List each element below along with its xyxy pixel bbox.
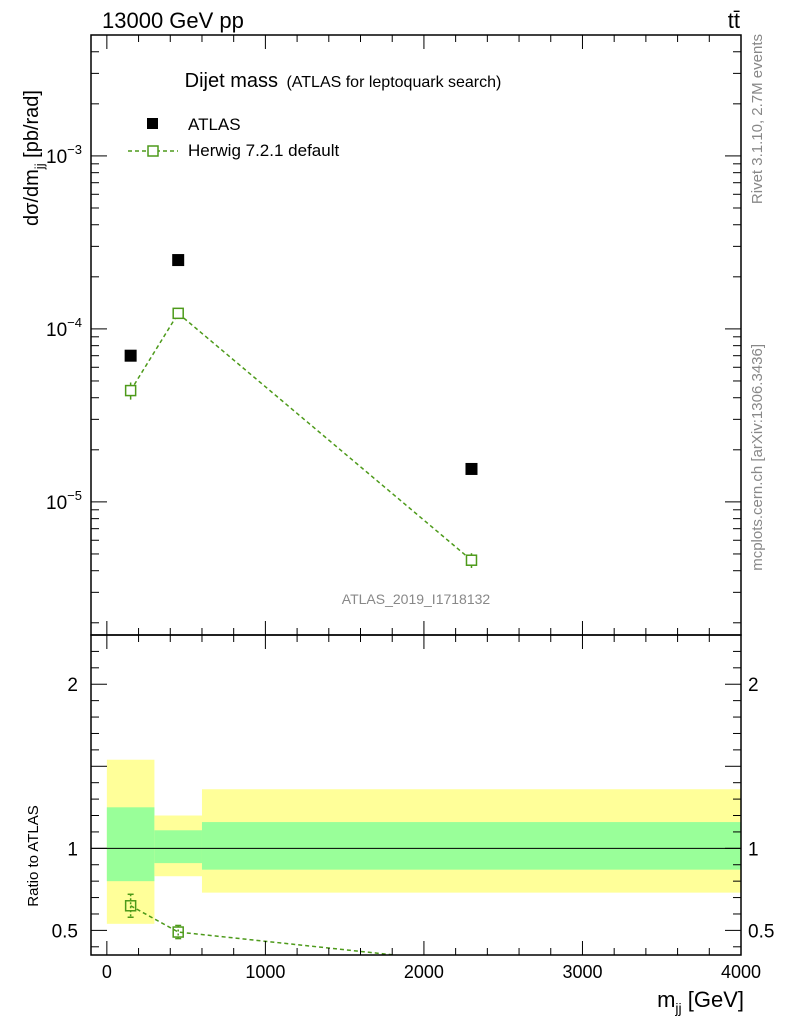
x-axis-label-sub: jj	[674, 1000, 681, 1016]
herwig-series-line	[129, 312, 472, 561]
y-tick-label-base: 10	[46, 147, 67, 168]
herwig-data-point	[172, 307, 184, 320]
ratio-y-tick-label-left: 2	[67, 675, 78, 696]
chart-title: Dijet mass (ATLAS for leptoquark search)	[185, 70, 502, 92]
atlas-data-point	[172, 254, 185, 267]
chart-title-main: Dijet mass	[185, 70, 278, 92]
y-axis-label-unit: [pb/rad]	[21, 90, 43, 163]
y-axis-label-sub: jj	[32, 163, 47, 170]
y-axis-label: dσ/dmjj [pb/rad]	[21, 90, 47, 226]
ratio-y-tick-label-right: 2	[748, 675, 759, 696]
y-tick-label: 10−4	[46, 315, 82, 341]
ratio-band-inner	[154, 830, 202, 864]
herwig-ratio-point	[172, 926, 184, 938]
legend-atlas-label: ATLAS	[188, 115, 241, 134]
ratio-uncertainty-bands	[91, 759, 742, 924]
chart-title-sub: (ATLAS for leptoquark search)	[286, 74, 501, 91]
main-panel-ticks: 10−310−410−5	[46, 34, 742, 635]
mcplots-reference-text: mcplots.cern.ch [arXiv:1306.3436]	[749, 344, 766, 571]
analysis-tag: ATLAS_2019_I1718132	[342, 591, 491, 607]
ratio-axis-label: Ratio to ATLAS	[25, 805, 42, 906]
ratio-panel-marks	[124, 893, 476, 968]
x-tick-label: 1000	[245, 962, 285, 982]
x-tick-label: 4000	[721, 962, 761, 982]
y-axis-label-main: dσ/dm	[21, 169, 43, 226]
x-axis-label: mjj [GeV]	[657, 987, 744, 1016]
x-axis-label-unit: [GeV]	[682, 987, 744, 1012]
y-tick-label-exponent: −3	[67, 142, 82, 157]
rivet-version-text: Rivet 3.1.10, 2.7M events	[749, 34, 766, 204]
ratio-y-tick-label-left: 1	[67, 839, 78, 860]
y-tick-label-base: 10	[46, 320, 67, 341]
ratio-band-inner	[106, 807, 155, 882]
energy-label: 13000 GeV pp	[102, 8, 244, 33]
y-tick-label: 10−3	[46, 142, 82, 168]
legend-atlas-marker	[147, 118, 158, 129]
ratio-y-tick-label-left: 0.5	[52, 921, 78, 942]
ratio-panel-ticks: 0 1000 2000 3000 4000 0.5 0.5 1 1 2 2	[52, 635, 774, 982]
main-panel-marks	[124, 254, 478, 568]
atlas-data-point	[465, 462, 478, 475]
herwig-data-point	[465, 554, 478, 566]
y-tick-label-exponent: −5	[67, 488, 82, 503]
main-panel: 10−310−410−5 Dijet mass (ATLAS for lepto…	[21, 34, 742, 636]
process-label: tt̄	[728, 8, 740, 33]
x-axis-label-main: m	[657, 987, 675, 1012]
x-tick-label: 2000	[404, 962, 444, 982]
y-tick-label: 10−5	[46, 488, 82, 514]
herwig-ratio-point	[466, 958, 476, 968]
herwig-ratio-point	[124, 900, 137, 912]
ratio-y-tick-label-right: 0.5	[748, 921, 774, 942]
ratio-band-inner	[201, 822, 742, 870]
x-tick-label: 3000	[562, 962, 602, 982]
x-tick-label: 0	[102, 962, 112, 982]
legend-herwig-marker	[147, 145, 159, 157]
legend-herwig-label: Herwig 7.2.1 default	[188, 141, 339, 160]
herwig-data-point	[124, 384, 137, 397]
ratio-panel-frame	[90, 634, 742, 956]
ratio-panel: 0 1000 2000 3000 4000 0.5 0.5 1 1 2 2 Ratio to ATL…	[25, 634, 774, 982]
y-tick-label-base: 10	[46, 493, 67, 514]
atlas-data-point	[124, 349, 137, 362]
ratio-y-tick-label-right: 1	[748, 839, 759, 860]
y-tick-label-exponent: −4	[67, 315, 82, 330]
